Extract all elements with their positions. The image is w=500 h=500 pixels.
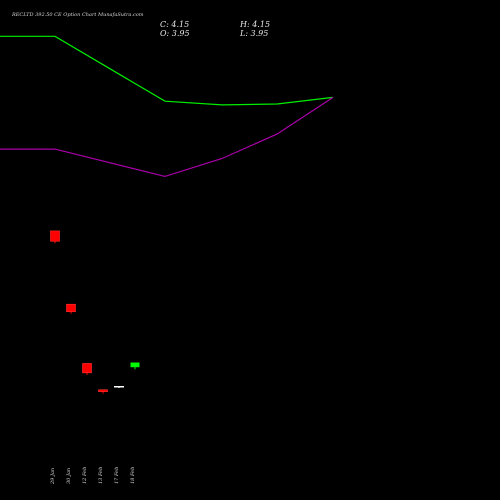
x-tick-label: 17 Feb <box>114 467 120 484</box>
x-tick-label: 12 Feb <box>82 467 88 484</box>
open-value: O: 3.95 <box>160 29 190 38</box>
series-line-1 <box>0 35 334 106</box>
candle-18-feb <box>130 362 140 368</box>
candle-30-jan <box>66 303 76 313</box>
x-tick-label: 29 Jan <box>50 468 56 485</box>
low-value: L: 3.95 <box>240 29 269 38</box>
x-tick-label: 18 Feb <box>130 467 136 484</box>
close-value: C: 4.15 <box>160 20 190 29</box>
page-title: RECLTD 392.50 CE Option Chart MunafaSutr… <box>12 12 144 18</box>
candle-13-feb <box>98 389 108 392</box>
candles <box>50 230 140 394</box>
candle-12-feb <box>82 363 92 374</box>
x-tick-label: 30 Jan <box>66 468 72 484</box>
candle-29-jan <box>50 230 60 242</box>
moving-average-lines <box>0 35 334 178</box>
series-line-2 <box>0 96 334 178</box>
x-axis-ticks: 29 Jan 30 Jan 12 Feb 13 Feb 17 Feb 18 Feb <box>50 467 136 485</box>
candle-17-feb <box>114 386 124 388</box>
high-value: H: 4.15 <box>240 20 271 29</box>
x-tick-label: 13 Feb <box>98 467 104 484</box>
